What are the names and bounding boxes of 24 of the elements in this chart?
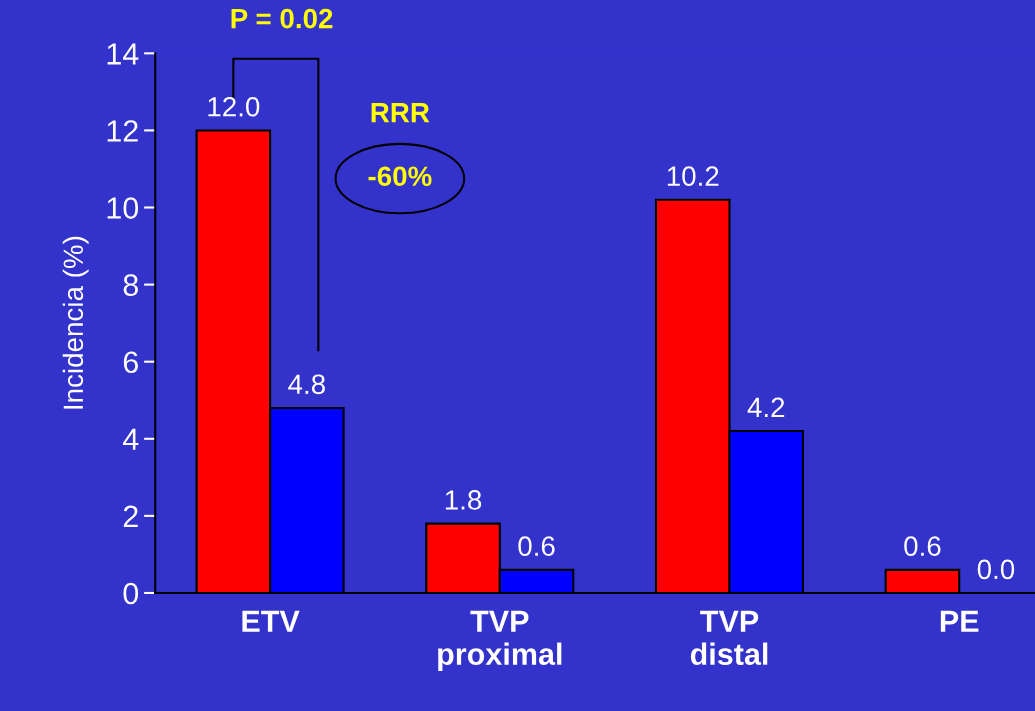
y-tick-label: 12 [107, 120, 138, 142]
data-label: 4.2 [747, 397, 785, 417]
y-tick-label: 8 [123, 274, 138, 296]
y-tick-label: 10 [107, 197, 139, 219]
x-tick-label: TVP distal [690, 610, 768, 665]
data-label: 1.8 [445, 490, 482, 510]
x-tick-label: PE [940, 610, 979, 632]
y-tick-label: 14 [107, 43, 139, 65]
data-label: 0.6 [518, 536, 555, 557]
annotation: -60% [368, 166, 432, 187]
y-tick-label: 2 [123, 505, 138, 527]
annotation: RRR [371, 103, 430, 123]
data-label: 0.6 [904, 536, 941, 557]
x-tick-label: TVP proximal [438, 610, 562, 672]
y-tick-label: 0 [123, 582, 139, 605]
data-label: 0.0 [977, 559, 1015, 580]
data-label: 10.2 [667, 166, 719, 186]
data-label: 12.0 [208, 96, 260, 117]
data-label: 4.8 [288, 374, 325, 395]
x-tick-label: ETV [242, 610, 300, 632]
y-axis-title: Incidencia (%) [62, 236, 89, 409]
text: P = 0.02 [231, 8, 333, 29]
y-tick-label: 6 [123, 351, 138, 374]
y-tick-label: 4 [122, 428, 139, 450]
